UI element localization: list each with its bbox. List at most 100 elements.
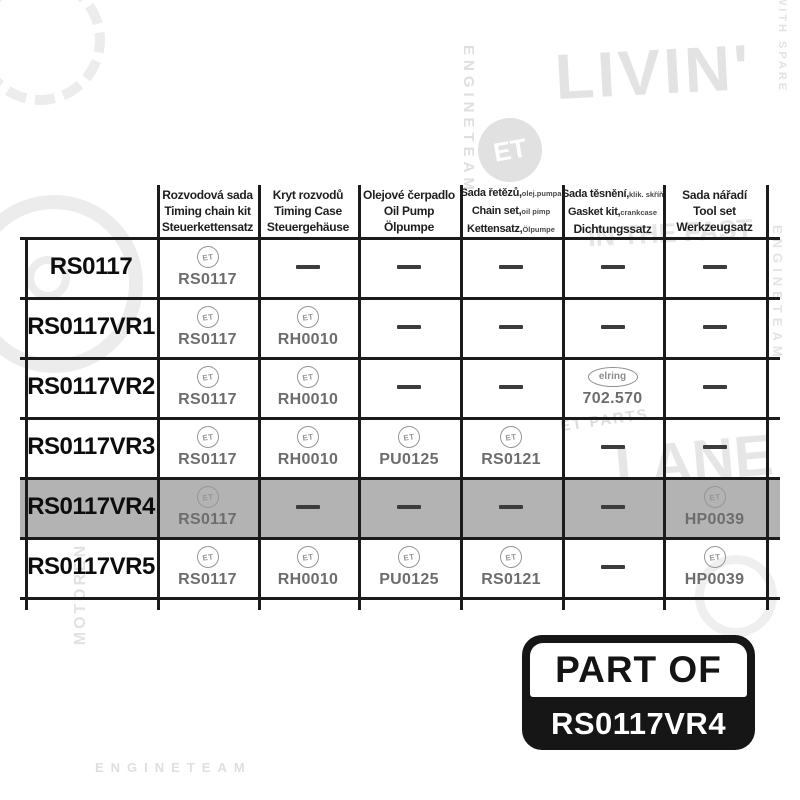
watermark-engineteam-text: ENGINETEAM: [770, 225, 785, 362]
header-line: Olejové čerpadlo: [363, 188, 455, 202]
engineteam-logo-icon: ET: [195, 304, 220, 329]
header-line: Kettensatz,: [467, 223, 523, 235]
table-grid-line: [20, 417, 780, 420]
column-header-oil-pump: Olejové čerpadlo Oil Pump Ölpumpe: [358, 185, 460, 237]
table-cell-empty: [358, 357, 460, 417]
part-of-part-number: RS0117VR4: [550, 705, 727, 741]
watermark-et-badge-icon: ET: [472, 112, 548, 188]
engineteam-logo-icon: ET: [498, 424, 524, 449]
table-cell-part: ET RH0010: [258, 297, 358, 357]
table-cell-empty: [562, 537, 663, 597]
header-line: Sada nářadí: [682, 188, 747, 202]
table-cell-empty: [460, 237, 562, 297]
header-line-small: klik. skříň: [629, 190, 664, 199]
header-line: Dichtungssatz: [573, 222, 652, 236]
engineteam-logo-icon: ET: [295, 424, 321, 449]
table-cell-part: ET RS0117: [157, 357, 258, 417]
table-grid-line: [25, 237, 28, 610]
dash-icon: [499, 325, 523, 329]
ring-watermark-icon: [695, 555, 777, 637]
table-cell-part: ET RS0117: [157, 237, 258, 297]
engineteam-logo-icon: ET: [195, 364, 220, 389]
part-number: RH0010: [277, 330, 339, 348]
table-grid-line: [20, 237, 780, 240]
header-line-small: Ölpumpe: [522, 225, 555, 234]
engineteam-logo-icon: ET: [195, 424, 220, 449]
table-cell-empty: [562, 297, 663, 357]
table-cell-empty: [663, 357, 766, 417]
table-grid-line: [562, 185, 565, 610]
engineteam-logo-icon: ET: [702, 544, 727, 569]
dash-icon: [397, 265, 421, 269]
part-number: RS0117: [178, 270, 237, 288]
table-cell-empty: [460, 297, 562, 357]
part-number: RS0117: [178, 450, 237, 468]
table-cell-empty: [358, 237, 460, 297]
column-header-tool-set: Sada nářadí Tool set Werkzeugsatz: [663, 185, 766, 237]
header-line-small: crankcase: [620, 208, 658, 217]
table-grid-line: [20, 537, 780, 540]
table-grid-line: [20, 597, 780, 600]
engineteam-logo-icon: ET: [195, 544, 220, 569]
dash-icon: [397, 385, 421, 389]
table-cell-empty: [460, 357, 562, 417]
header-line: Sada řetězů,: [460, 187, 523, 199]
table-cell-empty: [258, 477, 358, 537]
engineteam-logo-icon: ET: [295, 544, 321, 569]
part-of-label: PART OF: [555, 649, 722, 690]
table-cell-part: ET RS0117: [157, 297, 258, 357]
part-of-badge-number: RS0117VR4: [522, 697, 755, 750]
part-of-badge-title: PART OF: [530, 643, 747, 697]
table-grid-line: [20, 477, 780, 480]
header-line-small: olej.pumpa: [521, 189, 562, 198]
dash-icon: [600, 265, 625, 269]
table-cell-empty: [460, 477, 562, 537]
table-row: RS0117VR5 ET RS0117 ET RH0010 ET PU0125 …: [25, 537, 766, 597]
engineteam-logo-icon: ET: [702, 484, 727, 509]
table-grid-line: [20, 357, 780, 360]
table-cell-empty: [663, 417, 766, 477]
table-row-highlighted: RS0117VR4 ET RS0117 ET HP0039: [25, 477, 766, 537]
engineteam-logo-icon: ET: [295, 304, 321, 329]
table-row: RS0117 ET RS0117: [25, 237, 766, 297]
dash-icon: [397, 325, 421, 329]
table-cell-part: ET RH0010: [258, 417, 358, 477]
dash-icon: [702, 445, 727, 449]
gear-watermark-icon: [0, 0, 105, 105]
table-cell-part: ET PU0125: [358, 537, 460, 597]
header-line: Steuergehäuse: [266, 220, 350, 234]
part-of-badge: PART OF RS0117VR4: [522, 635, 755, 750]
engineteam-logo-icon: ET: [396, 424, 422, 449]
table-cell-part: ET PU0125: [358, 417, 460, 477]
column-header-chain-set: Sada řetězů,olej.pumpa Chain set,oil pim…: [460, 185, 562, 237]
table-cell-part: ET HP0039: [663, 477, 766, 537]
table-row: RS0117VR3 ET RS0117 ET RH0010 ET PU0125 …: [25, 417, 766, 477]
table-cell-part: ET RH0010: [258, 357, 358, 417]
table-grid-line: [460, 185, 463, 610]
dash-icon: [499, 505, 523, 509]
watermark-engineteam-text: ENGINETEAM: [95, 760, 252, 775]
part-number: PU0125: [379, 450, 439, 468]
header-line: Ölpumpe: [384, 220, 434, 234]
table-cell-part: ET RH0010: [258, 537, 358, 597]
header-line: Gasket kit,: [567, 206, 621, 218]
engineteam-logo-icon: ET: [498, 544, 524, 569]
watermark-with-spare-text: WITH SPARE: [776, 0, 789, 94]
row-label: RS0117VR5: [27, 553, 155, 580]
header-line: Timing Case: [274, 204, 342, 218]
part-number: RH0010: [277, 570, 339, 588]
engineteam-logo-icon: ET: [195, 244, 220, 269]
table-row: RS0117VR2 ET RS0117 ET RH0010 elring 702…: [25, 357, 766, 417]
header-line: Timing chain kit: [164, 204, 251, 218]
table-cell-empty: [562, 417, 663, 477]
row-label: RS0117VR1: [27, 313, 155, 340]
part-number: RH0010: [277, 450, 339, 468]
table-cell-part: ET HP0039: [663, 537, 766, 597]
table-grid-line: [358, 185, 361, 610]
part-number: 702.570: [582, 389, 643, 407]
watermark-livin-text: LIVIN': [553, 30, 754, 114]
part-number: PU0125: [379, 570, 439, 588]
part-number: RH0010: [277, 390, 339, 408]
column-header-timing-chain-kit: Rozvodová sada Timing chain kit Steuerke…: [157, 185, 258, 237]
